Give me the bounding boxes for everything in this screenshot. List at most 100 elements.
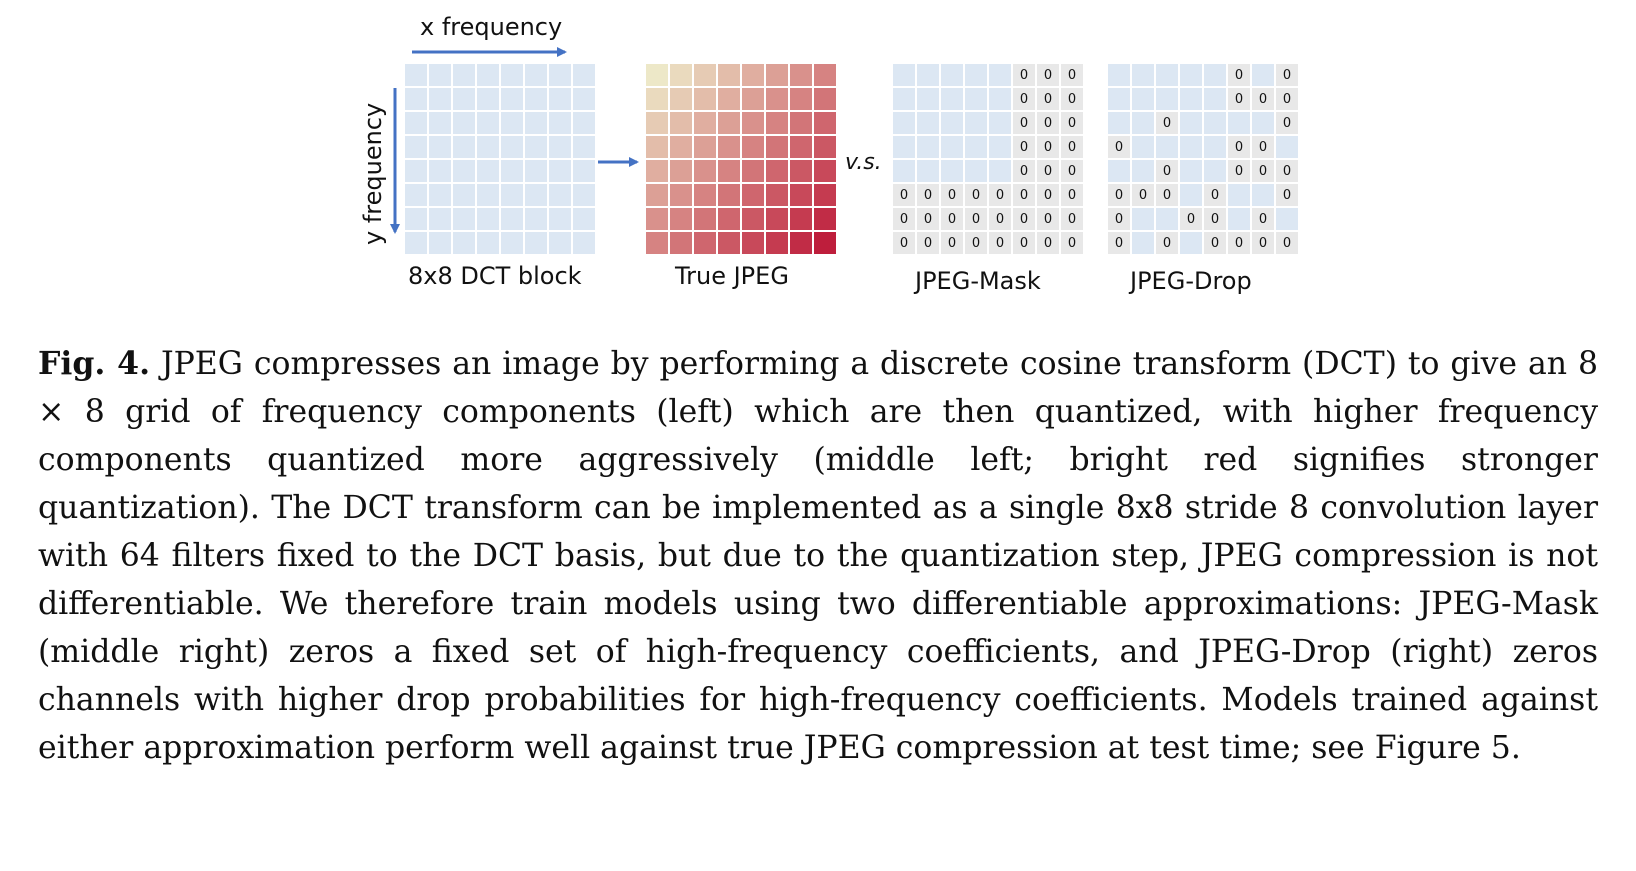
- jpeg-quant-cell: [670, 112, 692, 134]
- drop-zero-cell: 0: [1108, 184, 1130, 206]
- mask-cell: [917, 64, 939, 86]
- drop-zero-cell: 0: [1252, 88, 1274, 110]
- x-frequency-label: x frequency: [420, 13, 563, 41]
- drop-zero-cell: 0: [1228, 136, 1250, 158]
- dct-cell: [525, 160, 547, 182]
- dct-cell: [453, 88, 475, 110]
- drop-zero-cell: 0: [1252, 136, 1274, 158]
- dct-cell: [405, 112, 427, 134]
- dct-cell: [549, 136, 571, 158]
- jpeg-quant-cell: [742, 184, 764, 206]
- jpeg-quant-cell: [718, 136, 740, 158]
- jpeg-quant-cell: [742, 208, 764, 230]
- drop-cell: [1156, 64, 1178, 86]
- dct-cell: [429, 88, 451, 110]
- drop-cell: [1180, 184, 1202, 206]
- drop-cell: [1132, 64, 1154, 86]
- drop-cell: [1132, 232, 1154, 254]
- jpeg-quant-cell: [814, 184, 836, 206]
- jpeg-quant-cell: [646, 112, 668, 134]
- drop-zero-cell: 0: [1228, 232, 1250, 254]
- dct-cell: [573, 160, 595, 182]
- jpeg-quant-cell: [646, 88, 668, 110]
- mask-cell: [893, 136, 915, 158]
- dct-cell: [501, 112, 523, 134]
- dct-cell: [501, 64, 523, 86]
- drop-cell: [1132, 160, 1154, 182]
- dct-cell: [405, 64, 427, 86]
- jpeg-mask-label: JPEG-Mask: [915, 267, 1041, 295]
- dct-cell: [525, 232, 547, 254]
- mask-cell: [989, 64, 1011, 86]
- dct-cell: [453, 136, 475, 158]
- mask-zero-cell: 0: [941, 184, 963, 206]
- mask-cell: [917, 112, 939, 134]
- drop-cell: [1252, 64, 1274, 86]
- dct-cell: [405, 232, 427, 254]
- drop-cell: [1156, 88, 1178, 110]
- jpeg-quant-cell: [814, 112, 836, 134]
- mask-cell: [965, 64, 987, 86]
- drop-cell: [1132, 136, 1154, 158]
- figure-caption: Fig. 4. JPEG compresses an image by perf…: [38, 340, 1598, 772]
- jpeg-quant-cell: [766, 184, 788, 206]
- true-jpeg-grid: [646, 64, 836, 254]
- mask-cell: [989, 88, 1011, 110]
- dct-cell: [477, 64, 499, 86]
- drop-zero-cell: 0: [1276, 232, 1298, 254]
- dct-cell: [477, 112, 499, 134]
- drop-zero-cell: 0: [1252, 208, 1274, 230]
- drop-zero-cell: 0: [1108, 136, 1130, 158]
- mask-zero-cell: 0: [941, 232, 963, 254]
- dct-cell: [477, 232, 499, 254]
- dct-cell: [501, 160, 523, 182]
- mask-zero-cell: 0: [989, 232, 1011, 254]
- dct-cell: [501, 88, 523, 110]
- dct-block-grid: [405, 64, 595, 254]
- drop-cell: [1180, 64, 1202, 86]
- dct-cell: [573, 64, 595, 86]
- mask-cell: [965, 88, 987, 110]
- jpeg-quant-cell: [814, 160, 836, 182]
- drop-zero-cell: 0: [1132, 184, 1154, 206]
- dct-cell: [405, 184, 427, 206]
- jpeg-quant-cell: [694, 184, 716, 206]
- jpeg-quant-cell: [694, 112, 716, 134]
- jpeg-quant-cell: [718, 88, 740, 110]
- mask-zero-cell: 0: [1061, 160, 1083, 182]
- drop-cell: [1204, 64, 1226, 86]
- mask-zero-cell: 0: [893, 208, 915, 230]
- drop-zero-cell: 0: [1276, 112, 1298, 134]
- dct-block-label: 8x8 DCT block: [408, 262, 582, 290]
- drop-zero-cell: 0: [1156, 232, 1178, 254]
- mask-cell: [893, 112, 915, 134]
- drop-zero-cell: 0: [1204, 232, 1226, 254]
- mask-cell: [941, 64, 963, 86]
- jpeg-quant-cell: [742, 112, 764, 134]
- drop-cell: [1204, 112, 1226, 134]
- jpeg-quant-cell: [694, 160, 716, 182]
- dct-cell: [549, 88, 571, 110]
- mask-zero-cell: 0: [1037, 232, 1059, 254]
- jpeg-quant-cell: [814, 136, 836, 158]
- dct-cell: [477, 160, 499, 182]
- jpeg-quant-cell: [742, 64, 764, 86]
- jpeg-quant-cell: [790, 184, 812, 206]
- mask-cell: [941, 112, 963, 134]
- dct-cell: [525, 64, 547, 86]
- mask-zero-cell: 0: [1013, 208, 1035, 230]
- drop-cell: [1204, 160, 1226, 182]
- mask-zero-cell: 0: [989, 184, 1011, 206]
- drop-zero-cell: 0: [1204, 208, 1226, 230]
- dct-cell: [453, 184, 475, 206]
- drop-zero-cell: 0: [1276, 64, 1298, 86]
- drop-cell: [1252, 112, 1274, 134]
- drop-zero-cell: 0: [1108, 232, 1130, 254]
- jpeg-quant-cell: [718, 208, 740, 230]
- drop-zero-cell: 0: [1156, 112, 1178, 134]
- drop-cell: [1132, 112, 1154, 134]
- dct-cell: [405, 160, 427, 182]
- jpeg-quant-cell: [670, 88, 692, 110]
- drop-cell: [1180, 232, 1202, 254]
